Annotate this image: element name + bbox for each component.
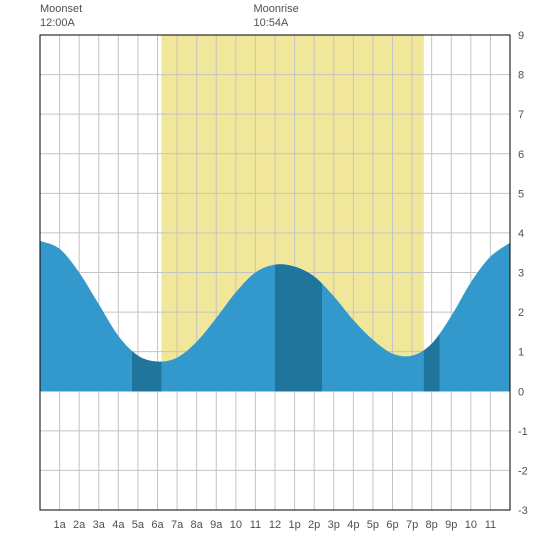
x-tick-label: 7a	[171, 519, 184, 531]
moonset-title: Moonset	[40, 2, 82, 16]
y-tick-label: 5	[518, 188, 524, 200]
x-tick-label: 8p	[426, 519, 438, 531]
x-tick-label: 4p	[347, 519, 359, 531]
x-tick-label: 10	[230, 519, 242, 531]
y-tick-label: 9	[518, 30, 524, 42]
y-tick-label: 2	[518, 307, 524, 319]
x-tick-label: 6p	[386, 519, 398, 531]
x-tick-label: 2p	[308, 519, 320, 531]
moonrise-time: 10:54A	[253, 16, 298, 30]
x-tick-label: 3p	[328, 519, 340, 531]
x-tick-label: 5a	[132, 519, 145, 531]
tide-chart: Moonset 12:00A Moonrise 10:54A -3-2-1012…	[0, 0, 550, 550]
x-tick-label: 12	[269, 519, 281, 531]
x-tick-label: 3a	[93, 519, 106, 531]
x-tick-label: 9a	[210, 519, 223, 531]
y-tick-label: 8	[518, 70, 524, 82]
x-tick-label: 4a	[112, 519, 125, 531]
x-tick-label: 1a	[53, 519, 66, 531]
chart-svg: -3-2-101234567891a2a3a4a5a6a7a8a9a101112…	[0, 0, 550, 550]
x-tick-label: 11	[250, 519, 261, 531]
y-tick-label: 4	[518, 228, 524, 240]
y-tick-label: -2	[518, 465, 528, 477]
x-tick-label: 7p	[406, 519, 418, 531]
x-tick-label: 9p	[445, 519, 457, 531]
x-tick-label: 5p	[367, 519, 379, 531]
y-tick-label: 0	[518, 386, 524, 398]
x-tick-label: 6a	[151, 519, 164, 531]
moonrise-title: Moonrise	[253, 2, 298, 16]
x-tick-label: 2a	[73, 519, 86, 531]
x-tick-label: 8a	[191, 519, 204, 531]
x-tick-label: 1p	[288, 519, 300, 531]
y-tick-label: 7	[518, 109, 524, 121]
y-tick-label: 6	[518, 149, 524, 161]
x-tick-label: 11	[485, 519, 496, 531]
y-tick-label: -3	[518, 505, 528, 517]
moonset-time: 12:00A	[40, 16, 82, 30]
moonset-label: Moonset 12:00A	[40, 2, 82, 31]
y-tick-label: 3	[518, 268, 524, 280]
moonrise-label: Moonrise 10:54A	[253, 2, 298, 31]
x-tick-label: 10	[465, 519, 477, 531]
y-tick-label: -1	[518, 426, 528, 438]
y-tick-label: 1	[518, 347, 524, 359]
